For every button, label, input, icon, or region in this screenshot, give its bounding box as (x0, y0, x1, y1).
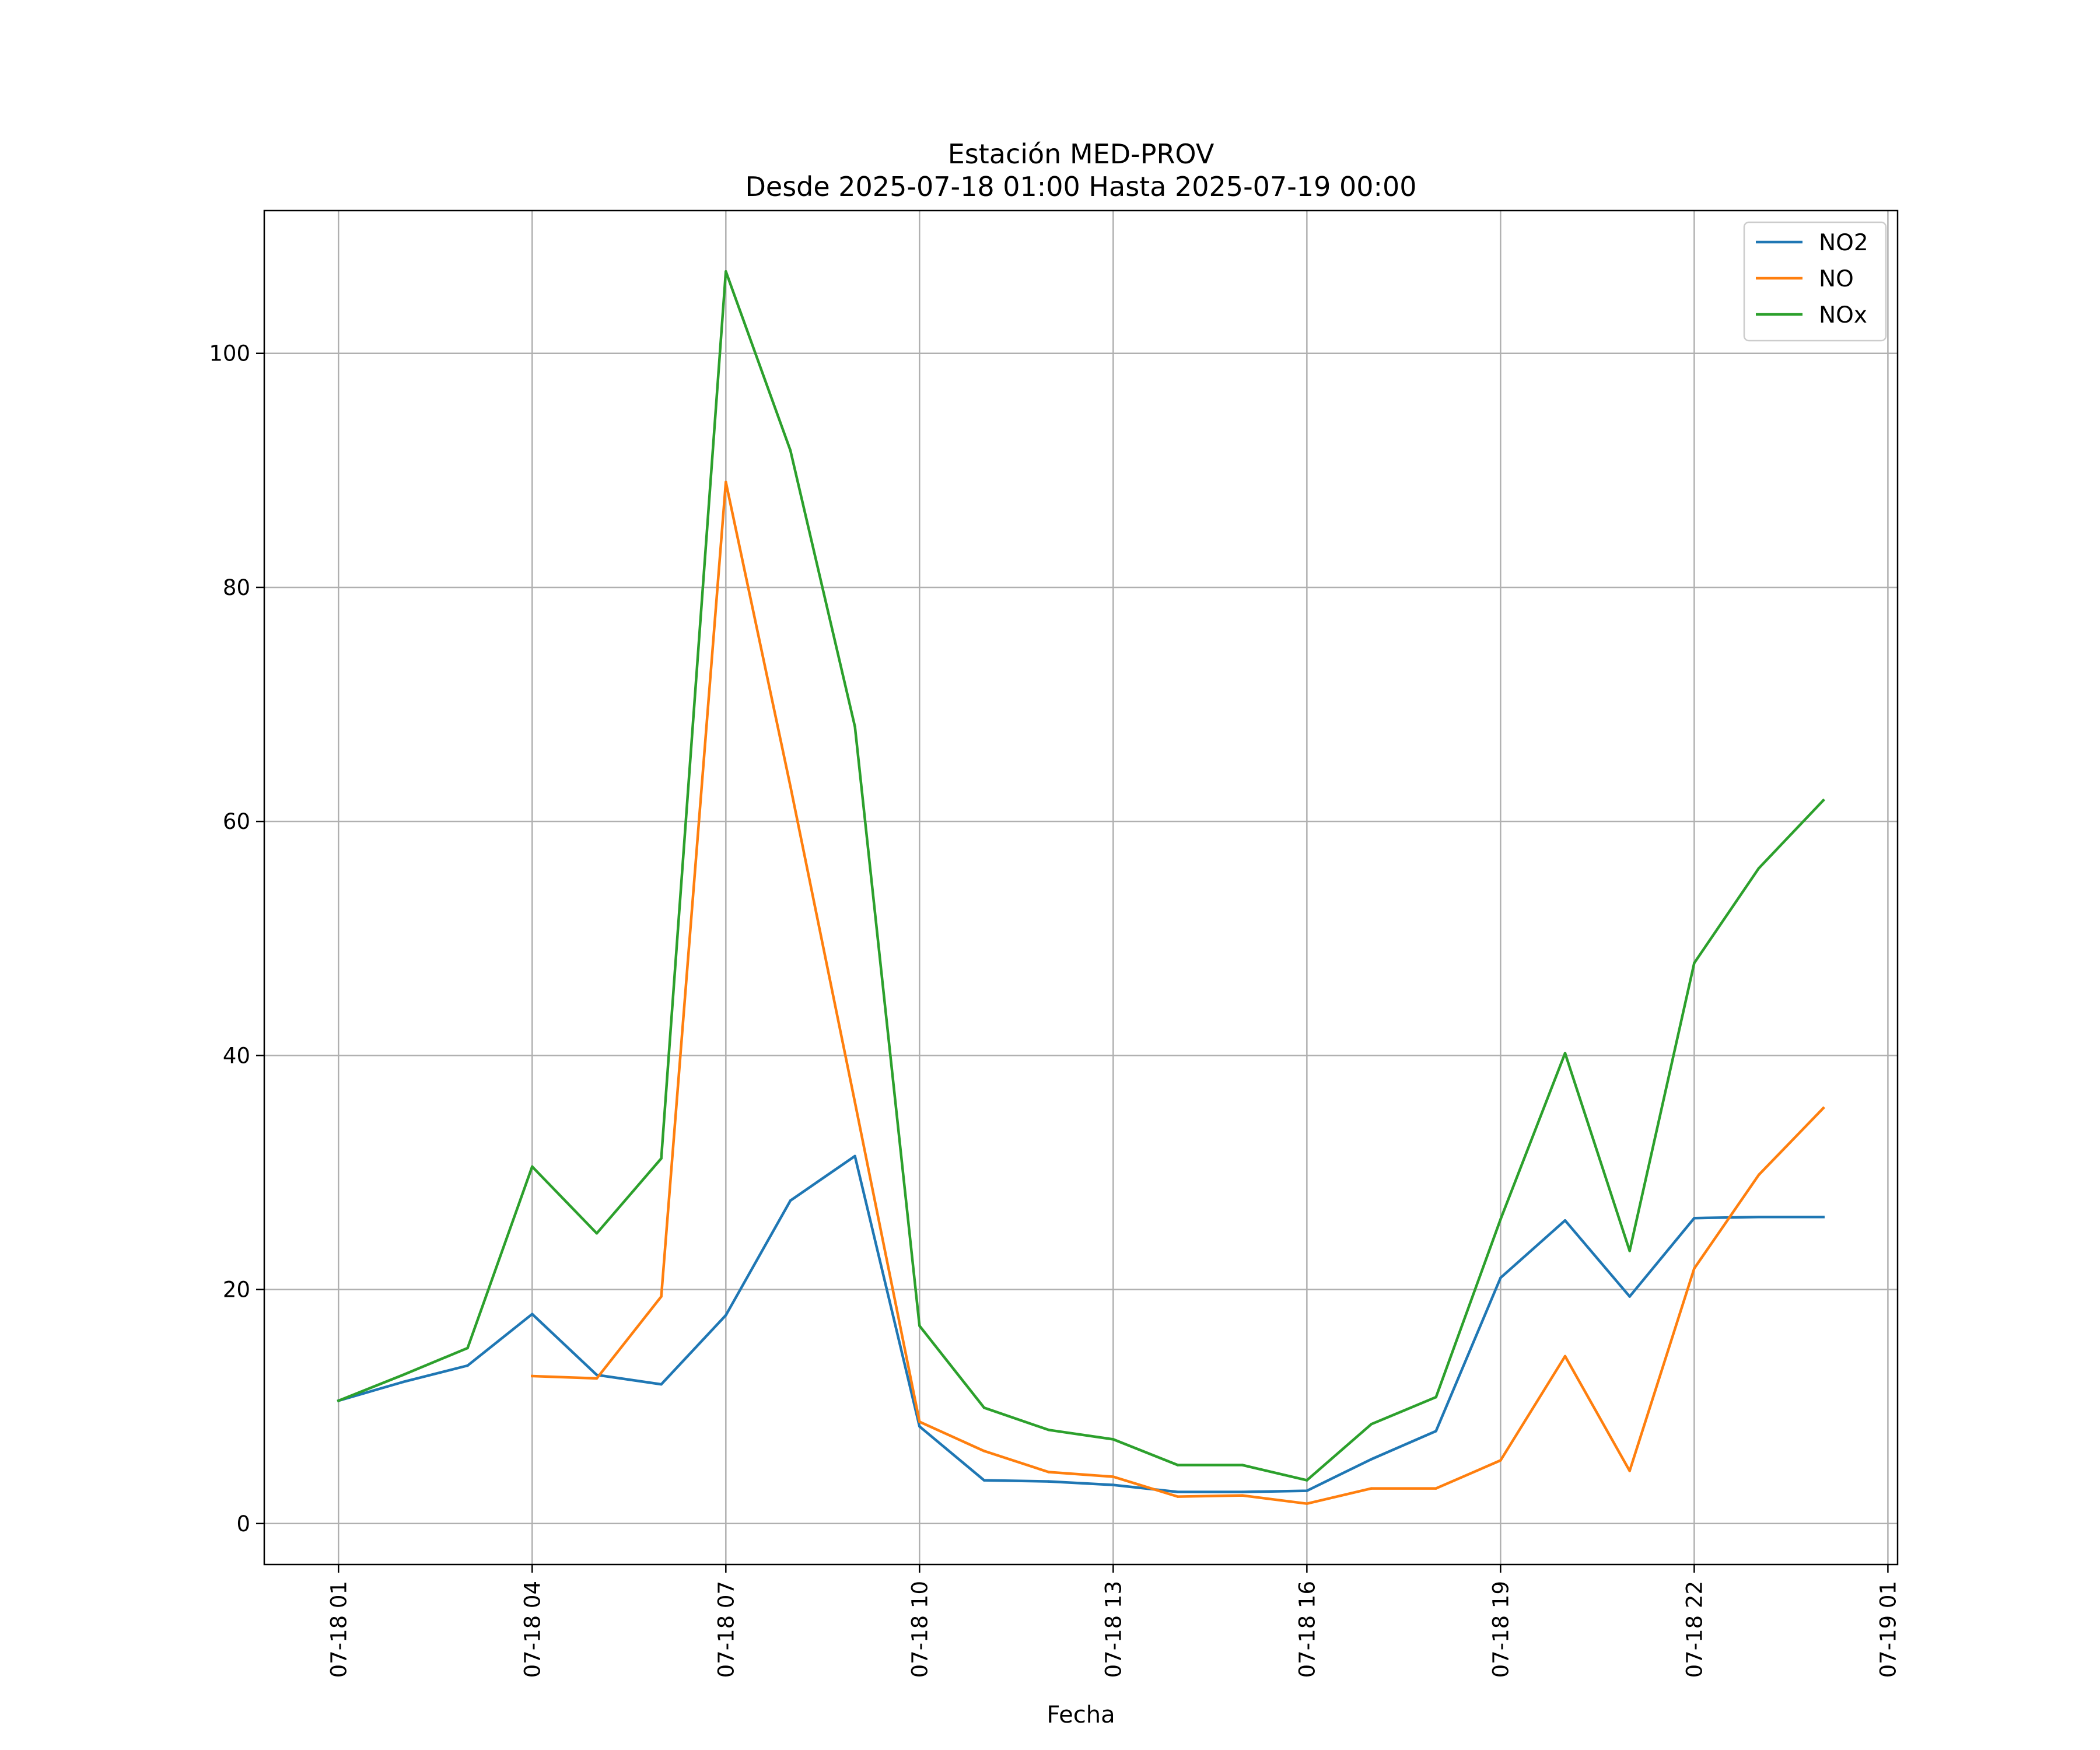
data-point-no (660, 1295, 663, 1298)
chart-subtitle: Desde 2025-07-18 01:00 Hasta 2025-07-19 … (745, 171, 1416, 202)
data-point-no2 (1499, 1276, 1502, 1279)
data-point-no (982, 1450, 986, 1452)
data-point-no2 (401, 1380, 405, 1384)
axis-ticks: 07-18 01 07-18 04 07-18 07 07-18 10 07-18 13… (209, 341, 1901, 1678)
data-point-nox (466, 1346, 469, 1350)
series-line-no2 (337, 1154, 1825, 1493)
data-point-nox (1434, 1395, 1437, 1399)
x-tick-label: 07-18 01 (326, 1581, 351, 1678)
data-point-no (595, 1377, 598, 1380)
chart-title: Estación MED-PROV (948, 138, 1214, 170)
data-point-no (724, 481, 727, 484)
y-tick-label: 80 (223, 575, 250, 600)
data-point-nox (1563, 1052, 1567, 1055)
data-point-no2 (531, 1312, 534, 1315)
series-line-nox (337, 270, 1825, 1482)
legend-label-no: NO (1819, 266, 1854, 292)
data-point-no2 (1370, 1458, 1373, 1461)
x-axis-label: Fecha (1046, 1702, 1115, 1728)
data-point-no2 (1306, 1489, 1308, 1492)
data-point-nox (1628, 1250, 1631, 1252)
data-point-no (1370, 1487, 1373, 1490)
data-point-no (1176, 1495, 1180, 1498)
y-tick-label: 40 (223, 1043, 250, 1068)
legend: NO2 NO NOx (1743, 221, 1887, 342)
data-point-nox (531, 1165, 534, 1168)
data-point-no (1628, 1469, 1631, 1472)
legend-label-nox: NOx (1819, 302, 1867, 328)
data-point-no (1112, 1475, 1115, 1478)
x-tick-label: 07-18 13 (1101, 1581, 1126, 1678)
x-tick-label: 07-18 10 (907, 1581, 932, 1678)
x-tick-label: 07-18 16 (1294, 1581, 1320, 1678)
data-point-no (1434, 1487, 1437, 1490)
x-tick-label: 07-18 07 (713, 1581, 738, 1678)
data-point-no (853, 1101, 856, 1104)
data-point-nox (789, 449, 792, 452)
data-point-nox (724, 270, 727, 273)
data-point-no2 (1047, 1480, 1050, 1483)
data-point-nox (337, 1399, 340, 1402)
data-point-no2 (1822, 1215, 1825, 1219)
data-point-no (1757, 1173, 1760, 1177)
data-point-nox (1241, 1464, 1244, 1466)
data-point-no2 (1563, 1219, 1567, 1222)
data-point-no2 (466, 1364, 469, 1367)
y-tick-label: 0 (236, 1511, 250, 1536)
data-point-nox (1757, 867, 1760, 870)
legend-box (1743, 221, 1887, 342)
data-point-no (789, 785, 792, 788)
data-point-nox (1176, 1464, 1180, 1466)
plot-frame (263, 209, 1899, 1566)
data-point-nox (1112, 1438, 1115, 1441)
data-point-no (1693, 1267, 1696, 1270)
data-point-no2 (724, 1314, 727, 1317)
data-point-no2 (1628, 1295, 1631, 1298)
data-point-no (1306, 1502, 1308, 1505)
data-point-no2 (789, 1199, 792, 1202)
data-point-nox (918, 1324, 921, 1328)
y-tick-label: 100 (209, 341, 250, 366)
data-point-nox (401, 1373, 405, 1377)
data-point-nox (982, 1406, 986, 1409)
data-point-no (1563, 1354, 1567, 1358)
data-point-no2 (1757, 1215, 1760, 1219)
data-point-nox (1693, 961, 1696, 965)
data-point-nox (1370, 1423, 1373, 1426)
data-point-no (918, 1420, 921, 1423)
data-point-nox (595, 1232, 598, 1235)
data-point-no2 (1176, 1490, 1180, 1493)
data-point-nox (1047, 1429, 1050, 1432)
data-point-no2 (660, 1382, 663, 1386)
x-tick-label: 07-18 04 (520, 1581, 545, 1678)
data-point-no (531, 1374, 534, 1378)
data-point-no2 (982, 1479, 986, 1482)
data-point-no2 (1241, 1490, 1244, 1493)
series-lines (337, 270, 1825, 1505)
data-point-no (1241, 1494, 1244, 1497)
data-point-no (1822, 1107, 1825, 1110)
data-point-nox (1822, 799, 1825, 802)
data-point-no2 (918, 1425, 921, 1428)
data-point-no2 (1112, 1483, 1115, 1486)
data-point-nox (1499, 1217, 1502, 1221)
data-point-no (1047, 1471, 1050, 1474)
y-tick-label: 20 (223, 1278, 250, 1303)
data-point-no2 (1693, 1216, 1696, 1220)
data-point-nox (1306, 1479, 1308, 1482)
data-point-no2 (1434, 1430, 1437, 1433)
data-point-no (1499, 1459, 1502, 1462)
data-point-no2 (853, 1154, 856, 1158)
x-tick-label: 07-19 01 (1875, 1581, 1901, 1678)
data-point-nox (660, 1157, 663, 1160)
y-tick-label: 60 (223, 809, 250, 834)
x-tick-label: 07-18 19 (1488, 1581, 1513, 1678)
legend-label-no2: NO2 (1819, 230, 1868, 256)
data-point-nox (853, 725, 856, 728)
x-tick-label: 07-18 22 (1682, 1581, 1707, 1678)
